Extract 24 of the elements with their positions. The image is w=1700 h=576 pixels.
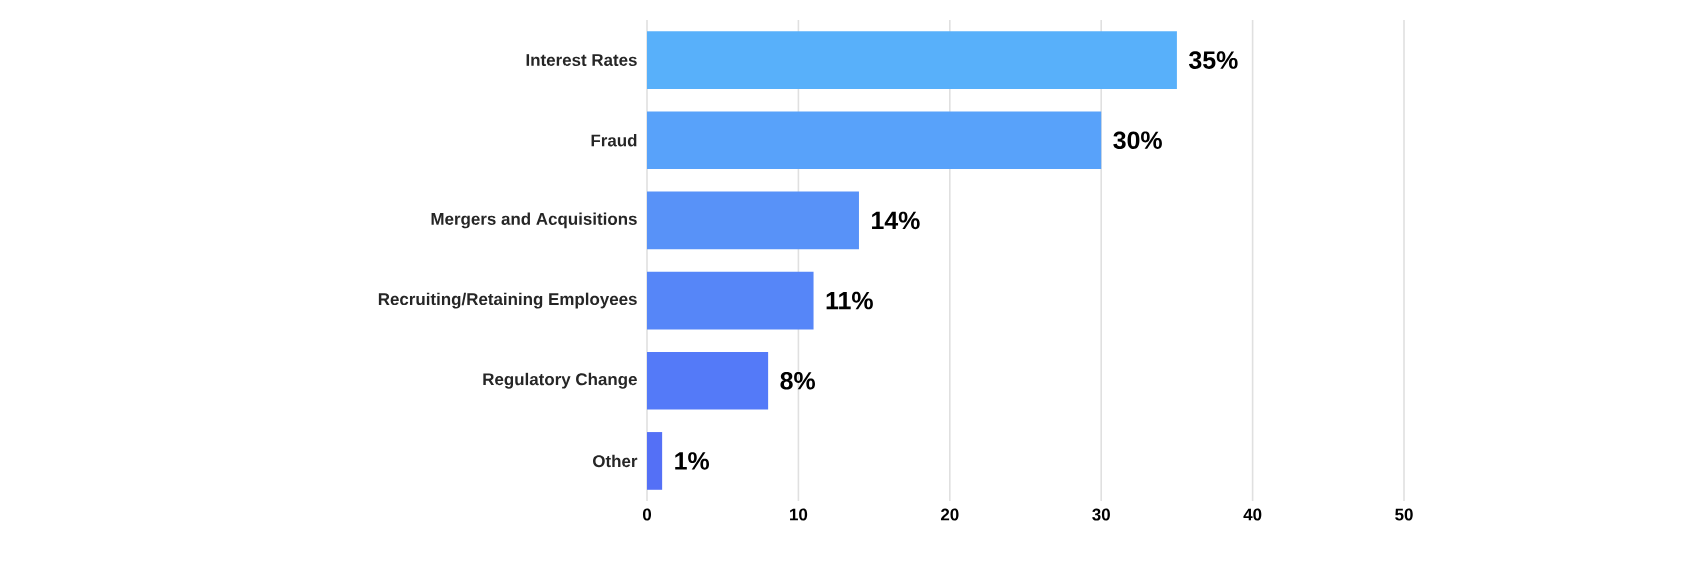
data-label: 11% [826, 291, 873, 310]
data-label: 30% [1113, 131, 1162, 150]
x-tick-label: 0 [642, 508, 652, 521]
data-label: 35% [1189, 51, 1238, 69]
bar [647, 432, 663, 490]
x-tick-label: 30 [1092, 508, 1110, 521]
data-label: 1% [675, 452, 709, 470]
x-tick-label: 20 [940, 508, 959, 521]
x-tick-label: 50 [1395, 508, 1413, 521]
bar [647, 271, 814, 330]
y-tick-label: Fraud [591, 134, 637, 147]
x-tick-label: 40 [1243, 508, 1262, 521]
y-tick-label: Regulatory Change [483, 372, 637, 389]
bar [647, 111, 1102, 170]
y-tick-label: Interest Rates [526, 54, 637, 66]
data-label: 8% [780, 371, 815, 390]
bar [647, 351, 769, 410]
y-tick-label: Other [593, 454, 638, 468]
y-tick-label: Recruiting/Retaining Employees [378, 292, 637, 309]
bar [647, 191, 859, 250]
data-label: 14% [872, 211, 920, 230]
x-tick-label: 10 [790, 508, 808, 521]
y-tick-label: Mergers and Acquisitions [431, 212, 637, 229]
bar [647, 31, 1177, 89]
